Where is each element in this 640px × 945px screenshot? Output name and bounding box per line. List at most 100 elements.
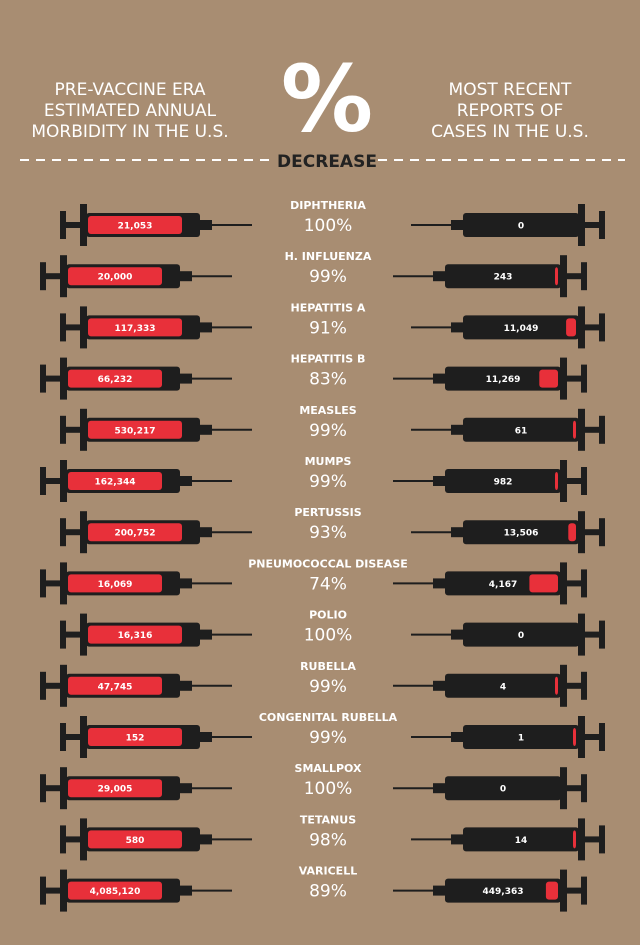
finger-flange: [80, 613, 87, 656]
value-label: 13,506: [504, 529, 539, 539]
value-label: 530,217: [115, 426, 156, 436]
barrel: [463, 417, 579, 442]
plunger: [583, 734, 599, 740]
fill: [88, 625, 182, 644]
finger-flange: [560, 255, 567, 298]
thumb-flange: [40, 467, 46, 495]
plunger: [583, 426, 599, 433]
value-label: 66,232: [98, 375, 133, 385]
thumb-flange: [581, 876, 587, 905]
tip: [198, 732, 212, 742]
tip: [451, 629, 465, 640]
plunger: [66, 734, 82, 740]
plunger: [66, 426, 82, 433]
finger-flange: [578, 408, 585, 451]
tip: [433, 373, 447, 384]
finger-flange: [60, 255, 67, 298]
disease-name: MUMPS: [305, 455, 352, 468]
thumb-flange: [599, 415, 605, 444]
plunger: [565, 273, 581, 280]
thumb-flange: [599, 211, 605, 239]
fill: [573, 420, 576, 439]
tip: [178, 271, 192, 282]
fill: [555, 676, 558, 695]
fill: [68, 779, 162, 798]
fill: [68, 369, 162, 388]
value-label: 14: [515, 836, 528, 846]
plunger: [46, 682, 62, 689]
finger-flange: [60, 562, 67, 605]
finger-flange: [80, 511, 87, 554]
thumb-flange: [60, 723, 66, 751]
finger-flange: [60, 357, 67, 400]
finger-flange: [60, 869, 67, 912]
tip: [451, 527, 465, 538]
decrease-label: DECREASE: [277, 152, 377, 172]
finger-flange: [80, 818, 87, 861]
plunger: [46, 478, 62, 484]
value-label: 11,269: [486, 375, 521, 385]
disease-name: TETANUS: [300, 813, 356, 826]
tip: [178, 885, 192, 896]
plunger: [565, 478, 581, 484]
barrel: [445, 469, 561, 493]
finger-flange: [560, 869, 567, 912]
finger-flange: [560, 357, 567, 400]
fill: [88, 523, 182, 542]
thumb-flange: [581, 774, 587, 803]
finger-flange: [578, 716, 585, 758]
tip: [198, 527, 212, 538]
fill: [555, 267, 558, 286]
tip: [433, 885, 447, 896]
fill: [68, 676, 162, 695]
value-label: 243: [494, 273, 513, 283]
decrease-percent: 89%: [309, 882, 347, 902]
tip: [198, 220, 212, 230]
value-label: 200,752: [115, 529, 156, 539]
value-label: 20,000: [98, 273, 133, 283]
value-label: 449,363: [483, 887, 524, 897]
header-right-line: REPORTS OF: [457, 101, 564, 121]
thumb-flange: [581, 262, 587, 291]
finger-flange: [578, 306, 585, 349]
thumb-flange: [60, 415, 66, 444]
tip: [433, 271, 447, 282]
thumb-flange: [599, 313, 605, 342]
barrel: [463, 827, 579, 852]
barrel: [463, 315, 579, 340]
tip: [451, 424, 465, 435]
disease-name: DIPHTHERIA: [290, 199, 366, 212]
barrel: [445, 673, 561, 698]
tip: [198, 322, 212, 333]
tip: [178, 783, 192, 794]
tip: [433, 783, 447, 794]
thumb-flange: [40, 364, 46, 393]
header-left-line: MORBIDITY IN THE U.S.: [31, 122, 228, 142]
plunger: [565, 375, 581, 382]
tip: [178, 680, 192, 691]
tip: [178, 373, 192, 384]
plunger: [66, 836, 82, 843]
tip: [451, 220, 465, 230]
value-label: 4: [500, 682, 506, 692]
barrel: [463, 725, 579, 749]
fill: [88, 420, 182, 439]
fill: [68, 881, 162, 900]
barrel: [445, 366, 561, 391]
value-label: 1: [518, 734, 524, 744]
value-label: 29,005: [98, 785, 133, 795]
value-label: 4,167: [489, 580, 517, 590]
plunger: [66, 631, 82, 638]
fill: [88, 216, 182, 234]
barrel: [445, 878, 561, 903]
value-label: 21,053: [118, 222, 153, 232]
disease-name: RUBELLA: [300, 660, 356, 673]
value-label: 0: [518, 631, 524, 641]
barrel: [463, 213, 579, 237]
decrease-percent: 99%: [309, 728, 347, 748]
plunger: [66, 222, 82, 228]
plunger: [565, 887, 581, 894]
value-label: 61: [515, 426, 528, 436]
thumb-flange: [599, 825, 605, 854]
